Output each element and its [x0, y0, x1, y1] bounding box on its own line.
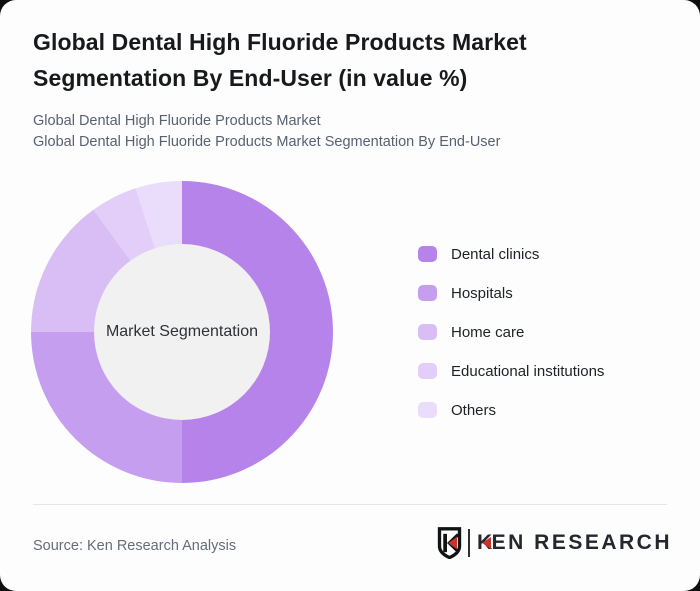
legend-swatch-icon [418, 285, 437, 301]
footer-divider [33, 504, 667, 505]
source-text: Source: Ken Research Analysis [33, 538, 237, 554]
legend-label: Others [451, 401, 497, 419]
donut-center-label: Market Segmentation [105, 323, 259, 340]
legend-label: Home care [451, 323, 525, 341]
subtitle-line-2: Global Dental High Fluoride Products Mar… [33, 134, 501, 150]
logo-divider-bar [467, 529, 470, 557]
legend-label: Dental clinics [451, 245, 540, 263]
legend-item: Dental clinics [418, 242, 604, 266]
donut-chart: Market Segmentation [31, 181, 333, 483]
subtitle-line-1: Global Dental High Fluoride Products Mar… [33, 113, 321, 129]
legend-label: Educational institutions [451, 362, 605, 380]
chart-subtitles: Global Dental High Fluoride Products Mar… [33, 111, 673, 153]
legend-swatch-icon [418, 324, 437, 340]
page-title: Global Dental High Fluoride Products Mar… [33, 29, 527, 91]
legend-swatch-icon [418, 246, 437, 262]
donut-center: Market Segmentation [94, 244, 270, 420]
ken-research-emblem-icon [437, 527, 462, 559]
ken-research-logo: K EN RESEARCH [437, 527, 672, 559]
legend-item: Others [418, 398, 604, 422]
red-triangle-icon [481, 537, 491, 549]
chart-legend: Dental clinics Hospitals Home care Educa… [418, 242, 604, 437]
legend-item: Home care [418, 320, 604, 344]
legend-item: Hospitals [418, 281, 604, 305]
legend-swatch-icon [418, 402, 437, 418]
ken-research-wordmark: K EN RESEARCH [477, 531, 672, 555]
legend-label: Hospitals [451, 284, 513, 302]
legend-swatch-icon [418, 363, 437, 379]
legend-item: Educational institutions [418, 359, 604, 383]
wordmark-rest: EN RESEARCH [491, 531, 672, 554]
